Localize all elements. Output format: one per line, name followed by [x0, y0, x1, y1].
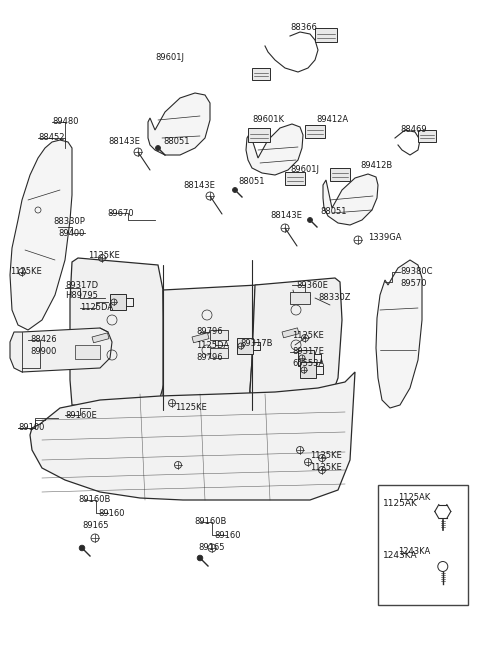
Polygon shape [323, 174, 378, 225]
Text: 89380C: 89380C [400, 268, 432, 276]
Text: 89317D: 89317D [65, 281, 98, 289]
Bar [282, 328, 299, 338]
Text: 88426: 88426 [30, 335, 57, 344]
Text: 89317E: 89317E [292, 348, 324, 356]
Text: 89165: 89165 [82, 520, 108, 529]
Bar [290, 292, 310, 304]
Text: 89796: 89796 [196, 352, 223, 361]
Text: 89480: 89480 [52, 117, 79, 127]
Bar [237, 338, 253, 354]
Text: 88452: 88452 [38, 134, 64, 142]
Text: 88143E: 88143E [108, 136, 140, 146]
Circle shape [197, 555, 203, 561]
Text: 89317B: 89317B [240, 340, 273, 348]
Text: 89796: 89796 [196, 327, 223, 337]
Text: 88366: 88366 [290, 24, 317, 33]
Polygon shape [250, 278, 342, 410]
Bar [210, 348, 228, 358]
Circle shape [79, 545, 85, 551]
Polygon shape [10, 140, 72, 330]
Text: 89601J: 89601J [290, 165, 319, 174]
Text: 88051: 88051 [320, 207, 347, 216]
Text: H89795: H89795 [65, 291, 98, 300]
Text: 89601J: 89601J [155, 54, 184, 62]
Polygon shape [148, 93, 210, 155]
Text: 65553A: 65553A [292, 359, 324, 369]
Polygon shape [376, 260, 422, 408]
Text: 1125KE: 1125KE [175, 403, 207, 413]
Polygon shape [246, 124, 303, 175]
Text: 89412B: 89412B [360, 161, 392, 169]
Text: 1125KE: 1125KE [10, 268, 42, 276]
Circle shape [308, 218, 312, 222]
Bar [110, 294, 126, 310]
Text: 1125AK: 1125AK [383, 499, 418, 508]
Text: 1125KE: 1125KE [88, 251, 120, 260]
Bar [298, 350, 314, 366]
Text: 89160: 89160 [214, 531, 240, 539]
Text: 89160B: 89160B [78, 495, 110, 504]
Bar [418, 130, 436, 142]
Bar [210, 330, 228, 340]
Text: 1339GA: 1339GA [368, 234, 401, 243]
Bar [378, 485, 468, 605]
Text: 88143E: 88143E [270, 211, 302, 220]
Text: 89570: 89570 [400, 279, 427, 289]
Text: 88051: 88051 [238, 178, 264, 186]
Text: 89412A: 89412A [316, 115, 348, 125]
Circle shape [232, 188, 238, 192]
Bar [330, 168, 350, 181]
Polygon shape [10, 328, 112, 372]
Text: 88330Z: 88330Z [318, 293, 350, 302]
Text: 88143E: 88143E [183, 180, 215, 190]
Bar [300, 362, 316, 378]
Bar [192, 333, 209, 343]
Text: 89400: 89400 [58, 228, 84, 237]
Polygon shape [70, 258, 165, 410]
Text: 1125KE: 1125KE [292, 331, 324, 340]
Text: 1243KA: 1243KA [383, 552, 418, 560]
Text: 1125KE: 1125KE [310, 451, 342, 459]
Text: 89900: 89900 [30, 348, 56, 356]
Bar [248, 128, 270, 142]
Text: 1243KA: 1243KA [398, 548, 430, 556]
Text: 89160B: 89160B [194, 518, 227, 527]
Text: 88330P: 88330P [53, 218, 85, 226]
Text: 1125DA: 1125DA [80, 304, 113, 312]
Bar [305, 125, 325, 138]
Text: 1125AK: 1125AK [398, 493, 430, 502]
Bar [285, 172, 305, 185]
Text: 89670: 89670 [107, 209, 133, 218]
Bar [92, 333, 109, 343]
Text: 89100: 89100 [18, 424, 44, 432]
Text: 89160: 89160 [98, 508, 124, 518]
Text: 1125KE: 1125KE [310, 464, 342, 472]
Text: 89160E: 89160E [65, 411, 97, 419]
Text: 88469: 88469 [400, 125, 427, 134]
Text: 89601K: 89601K [252, 115, 284, 125]
Bar [315, 28, 337, 42]
Bar [252, 68, 270, 80]
Text: 89360E: 89360E [296, 281, 328, 289]
Text: 1125DA: 1125DA [196, 340, 229, 350]
Polygon shape [30, 372, 355, 500]
Bar [75, 345, 100, 359]
Text: 89165: 89165 [198, 543, 225, 552]
Circle shape [156, 146, 160, 150]
Text: 88051: 88051 [163, 136, 190, 146]
Polygon shape [163, 285, 258, 410]
